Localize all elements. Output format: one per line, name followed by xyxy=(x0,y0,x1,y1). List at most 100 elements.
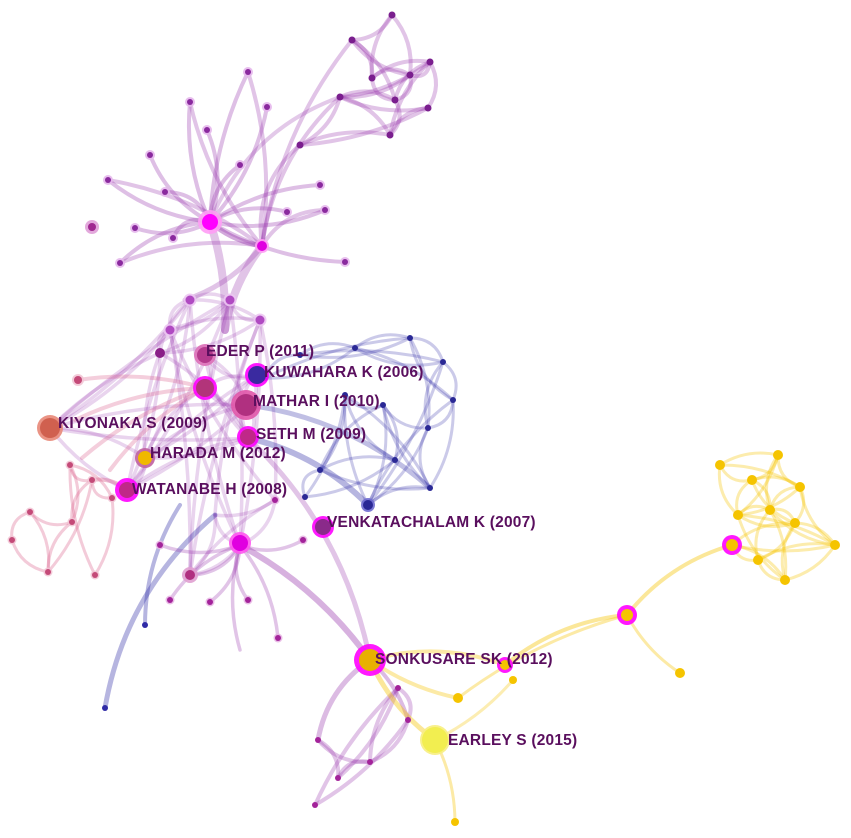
citation-edge xyxy=(238,543,280,640)
citation-edge xyxy=(390,13,413,77)
network-node xyxy=(407,335,413,341)
citation-edge xyxy=(313,686,400,807)
citation-edge xyxy=(143,376,254,460)
network-node xyxy=(352,345,358,351)
network-node xyxy=(780,575,790,585)
citation-edge xyxy=(188,298,232,577)
citation-edge xyxy=(143,503,182,627)
citation-edge xyxy=(93,496,115,577)
label-harada: HARADA M (2012) xyxy=(150,445,286,462)
network-node xyxy=(187,99,193,105)
citation-edge xyxy=(353,333,412,350)
citation-edge xyxy=(143,436,250,460)
citation-edge xyxy=(158,298,232,355)
citation-edge xyxy=(456,613,629,700)
citation-edge xyxy=(258,318,278,502)
citation-edge xyxy=(336,759,372,780)
network-node xyxy=(391,96,399,104)
citation-edge xyxy=(125,298,192,492)
citation-edge xyxy=(318,403,385,472)
citation-edge xyxy=(168,298,232,332)
citation-edge xyxy=(168,328,277,502)
citation-edge xyxy=(343,393,397,462)
network-node xyxy=(336,93,344,101)
citation-edge xyxy=(76,374,207,390)
network-node xyxy=(302,494,308,500)
citation-edge xyxy=(353,346,455,402)
network-node xyxy=(427,485,433,491)
citation-edge xyxy=(48,298,192,430)
network-node xyxy=(322,207,328,213)
citation-edge xyxy=(125,298,232,492)
citation-edge xyxy=(730,543,837,553)
citation-edge xyxy=(366,360,445,507)
citation-edge xyxy=(142,351,162,460)
network-node xyxy=(185,570,195,580)
citation-edge xyxy=(338,60,432,99)
citation-edge xyxy=(381,403,432,490)
network-node xyxy=(257,241,267,251)
citation-edge xyxy=(168,328,192,577)
network-node xyxy=(405,717,411,723)
citation-edge xyxy=(369,13,394,80)
citation-edge xyxy=(260,208,327,248)
label-mathar: MATHAR I (2010) xyxy=(253,393,380,410)
label-eder: EDER P (2011) xyxy=(206,343,314,360)
citation-edge xyxy=(768,508,788,582)
network-node xyxy=(237,162,243,168)
citation-edge xyxy=(318,455,397,472)
citation-edge xyxy=(338,95,392,137)
citation-edge xyxy=(213,498,277,518)
citation-edge xyxy=(780,521,797,582)
citation-edge xyxy=(736,513,837,547)
citation-edge xyxy=(258,143,302,248)
network-node xyxy=(440,359,446,365)
citation-edge xyxy=(428,398,455,490)
citation-edge xyxy=(366,403,388,507)
network-node xyxy=(69,519,75,525)
network-node xyxy=(367,759,373,765)
citation-edge xyxy=(208,95,342,224)
network-node xyxy=(451,818,459,826)
network-node xyxy=(425,425,431,431)
citation-edge xyxy=(246,70,269,248)
citation-edge xyxy=(718,451,780,467)
citation-edge xyxy=(48,426,250,442)
network-node xyxy=(89,477,95,483)
network-node xyxy=(264,104,270,110)
network-node xyxy=(368,74,376,82)
network-node xyxy=(342,392,348,398)
network-node xyxy=(715,460,725,470)
network-node xyxy=(74,376,82,384)
citation-edge xyxy=(338,95,430,113)
citation-edge xyxy=(350,38,397,102)
network-node xyxy=(240,429,256,445)
network-node xyxy=(315,737,321,743)
citation-edge xyxy=(68,463,114,500)
network-node xyxy=(132,225,138,231)
citation-edge xyxy=(765,453,780,512)
citation-edge xyxy=(370,67,412,80)
citation-edge xyxy=(46,478,94,574)
citation-edge xyxy=(168,316,262,332)
citation-edge xyxy=(353,346,445,367)
network-node xyxy=(248,366,266,384)
network-node xyxy=(40,418,60,438)
network-node xyxy=(621,609,633,621)
citation-edge xyxy=(188,498,277,577)
network-node xyxy=(830,540,840,550)
citation-edge xyxy=(336,686,400,780)
citation-edge xyxy=(338,89,397,102)
citation-edge xyxy=(718,463,802,489)
network-nodes xyxy=(7,11,840,826)
citation-edge xyxy=(48,402,250,430)
citation-edge xyxy=(408,336,431,430)
network-node xyxy=(348,36,356,44)
citation-edge xyxy=(368,686,400,764)
citation-edge xyxy=(798,485,837,547)
citation-edge xyxy=(343,393,385,410)
node-labels: EDER P (2011) KUWAHARA K (2006) MATHAR I… xyxy=(58,343,577,749)
citation-edge xyxy=(245,435,373,663)
citation-edge xyxy=(350,13,394,42)
network-node xyxy=(424,104,432,112)
